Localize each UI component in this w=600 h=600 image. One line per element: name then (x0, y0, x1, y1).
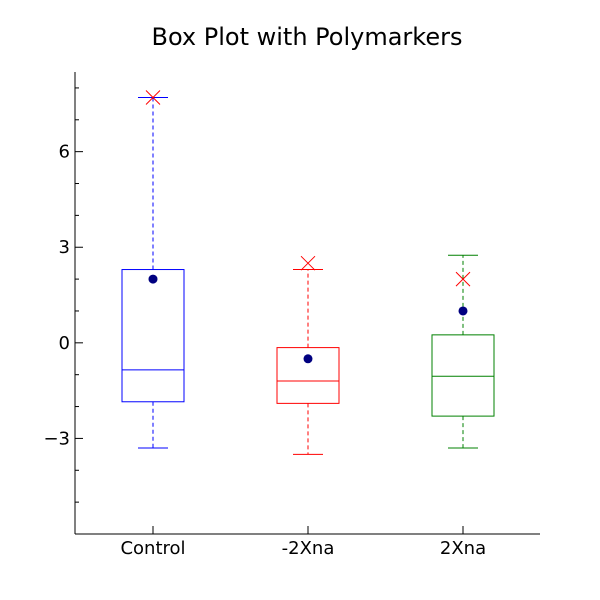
y-tick-label: −3 (43, 428, 70, 449)
y-tick-label: 3 (59, 237, 70, 258)
x-tick-label: 2Xna (440, 538, 486, 559)
mean-marker (303, 354, 313, 364)
box-series-layer (121, 96, 495, 455)
axes: −3 0 3 6 Control -2Xna 2Xna (43, 72, 540, 559)
box-control (121, 96, 185, 449)
x-tick-label: -2Xna (282, 538, 335, 559)
box--2xna (276, 269, 340, 455)
y-tick-label: 0 (59, 333, 70, 354)
mean-marker (458, 306, 468, 316)
marker-layer (145, 90, 471, 364)
outlier-stroke (455, 271, 471, 287)
outlier-stroke (300, 255, 316, 271)
box-rect (121, 269, 185, 403)
outlier-marker (455, 271, 471, 287)
outlier-marker (145, 90, 161, 105)
outlier-stroke (145, 90, 161, 105)
box-2xna (431, 254, 495, 449)
mean-marker (148, 274, 158, 284)
box-rect (276, 347, 340, 404)
outlier-marker (300, 255, 316, 271)
box-rect (431, 334, 495, 417)
chart-title: Box Plot with Polymarkers (152, 23, 463, 51)
y-tick-label: 6 (59, 142, 70, 163)
x-tick-label: Control (120, 538, 185, 559)
